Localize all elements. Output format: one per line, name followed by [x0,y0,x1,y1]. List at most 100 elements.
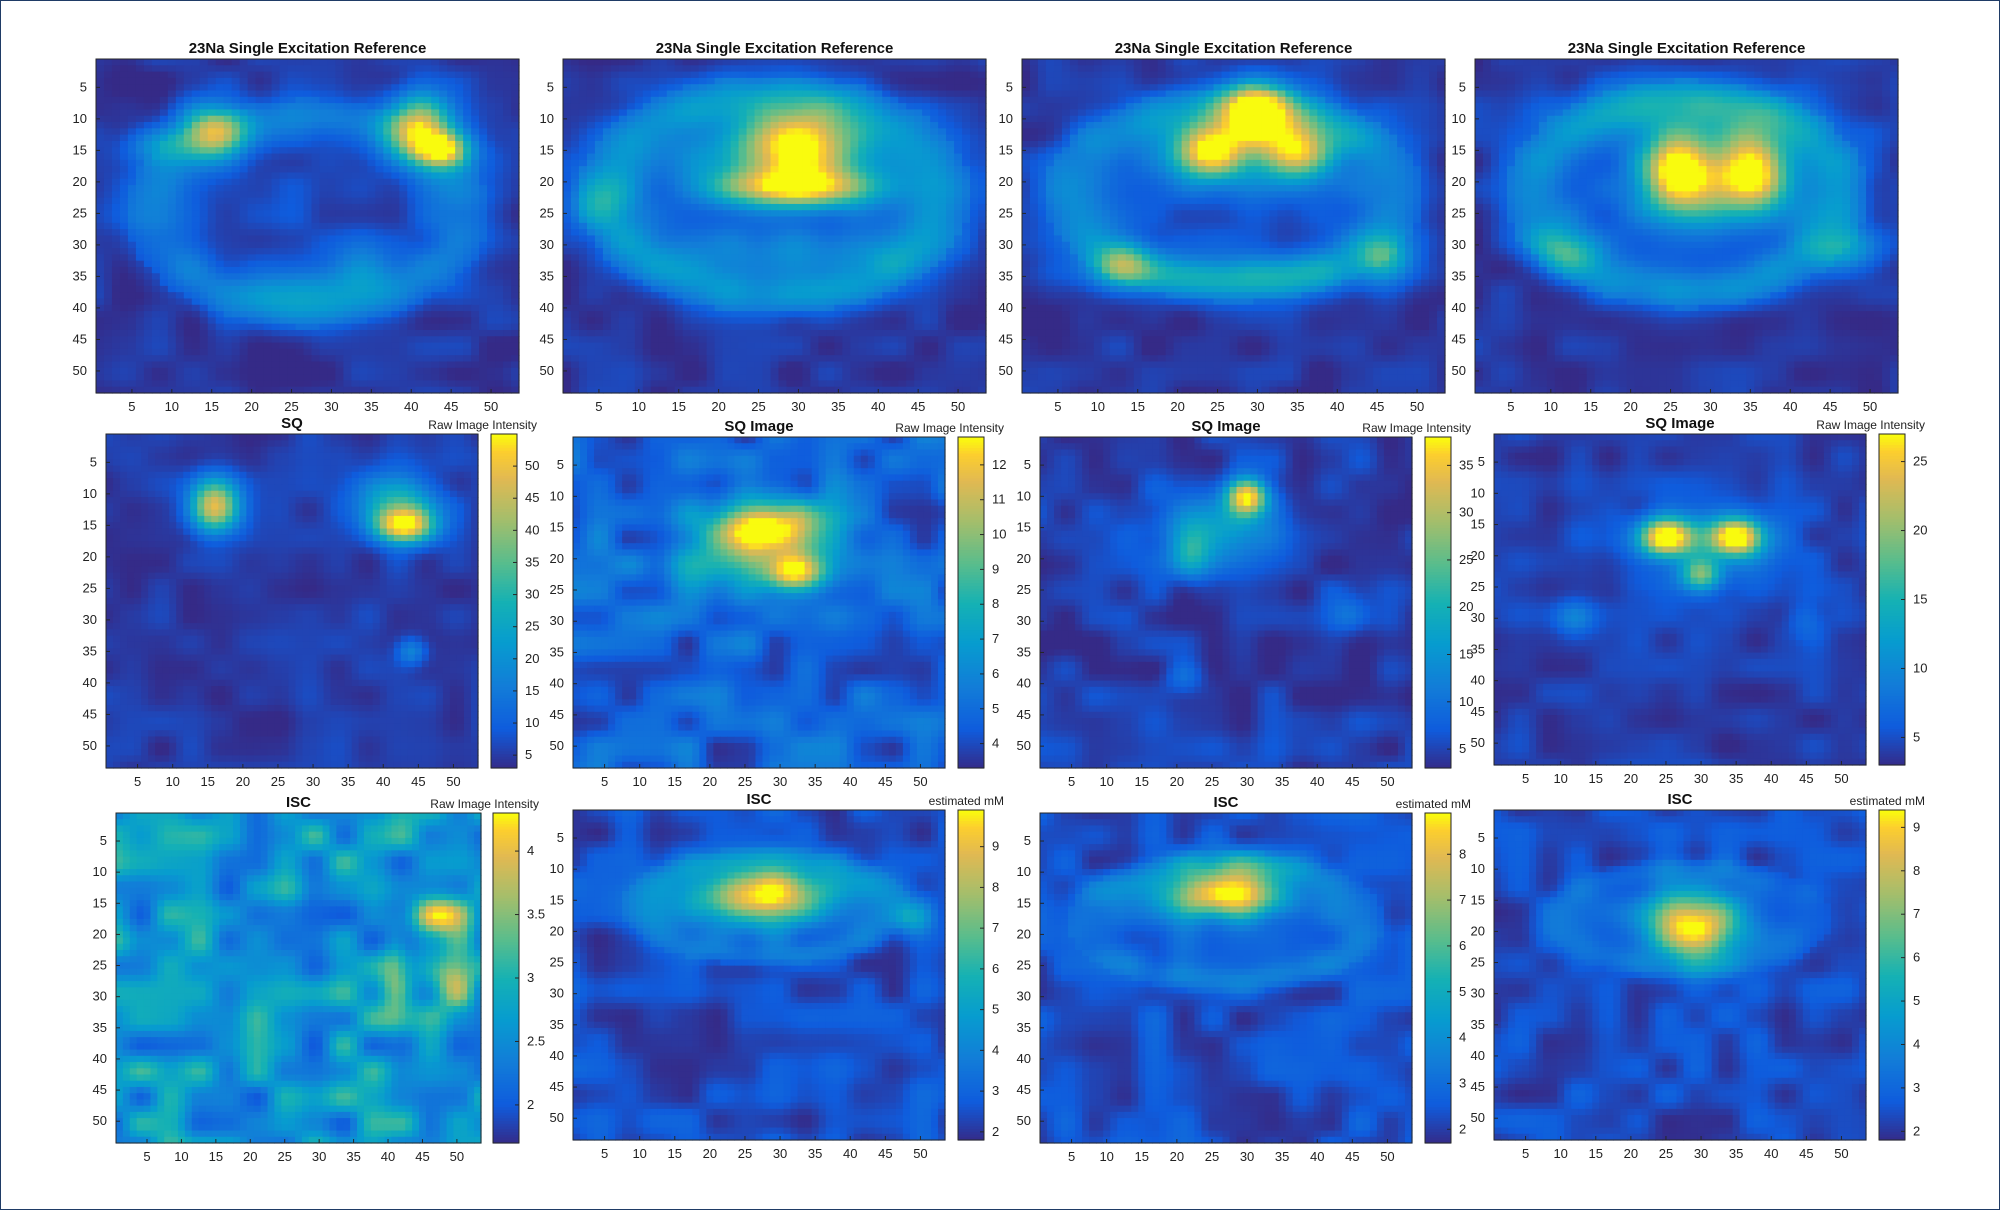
heatmap-cell [319,273,328,280]
heatmap-cell [906,185,915,192]
heatmap-cell [479,179,488,186]
heatmap-cell [651,103,660,110]
heatmap-cell [208,374,217,381]
heatmap-cell [120,97,129,104]
heatmap-cell [723,135,732,142]
heatmap-cell [611,84,620,91]
heatmap-cell [272,84,281,91]
heatmap-cell [455,122,464,129]
heatmap-cell [487,65,496,72]
heatmap-cell [304,97,313,104]
heatmap-cell [667,65,676,72]
heatmap-cell [659,103,668,110]
heatmap-cell [906,128,915,135]
heatmap-cell [970,147,979,154]
heatmap-cell [635,198,644,205]
heatmap-cell [463,292,472,299]
heatmap-cell [834,122,843,129]
heatmap-cell [168,380,177,387]
heatmap-cell [595,141,604,148]
heatmap-cell [343,336,352,343]
heatmap-cell [962,122,971,129]
heatmap-cell [455,223,464,230]
heatmap-cell [152,172,161,179]
heatmap-cell [176,361,185,368]
heatmap-cell [635,78,644,85]
heatmap-cell [343,298,352,305]
heatmap-cell [778,84,787,91]
heatmap-cell [280,242,289,249]
heatmap-cell [280,235,289,242]
heatmap-cell [335,374,344,381]
heatmap-cell [938,166,947,173]
heatmap-cell [343,135,352,142]
heatmap-cell [343,273,352,280]
heatmap-cell [343,103,352,110]
heatmap-cell [503,343,512,350]
heatmap-cell [914,154,923,161]
heatmap-cell [208,179,217,186]
heatmap-cell [296,204,305,211]
heatmap-cell [627,160,636,167]
heatmap-cell [248,223,257,230]
heatmap-cell [471,280,480,287]
heatmap-cell [691,191,700,198]
heatmap-cell [802,78,811,85]
heatmap-cell [511,254,520,261]
heatmap-cell [407,160,416,167]
heatmap-cell [112,374,121,381]
heatmap-cell [224,91,233,98]
heatmap-cell [495,261,504,268]
heatmap-cell [970,91,979,98]
heatmap-cell [890,84,899,91]
heatmap-cell [240,84,249,91]
heatmap-cell [168,217,177,224]
heatmap-cell [858,191,867,198]
heatmap-cell [200,286,209,293]
heatmap-cell [280,103,289,110]
heatmap-cell [587,109,596,116]
heatmap-cell [834,78,843,85]
heatmap-cell [635,166,644,173]
heatmap-cell [208,311,217,318]
heatmap-cell [256,305,265,312]
heatmap-cell [691,78,700,85]
heatmap-cell [571,84,580,91]
heatmap-cell [248,128,257,135]
heatmap-cell [691,116,700,123]
heatmap-cell [176,235,185,242]
heatmap-cell [611,109,620,116]
heatmap-cell [311,349,320,356]
heatmap-cell [224,311,233,318]
heatmap-cell [240,261,249,268]
heatmap-cell [144,160,153,167]
heatmap-cell [699,154,708,161]
heatmap-cell [511,78,520,85]
heatmap-cell [463,273,472,280]
heatmap-cell [587,160,596,167]
heatmap-cell [216,122,225,129]
heatmap-cell [587,78,596,85]
heatmap-cell [707,122,716,129]
heatmap-cell [874,198,883,205]
heatmap-cell [699,122,708,129]
heatmap-cell [311,374,320,381]
heatmap-cell [216,267,225,274]
heatmap-cell [826,147,835,154]
heatmap-cell [216,198,225,205]
heatmap-cell [152,122,161,129]
heatmap-cell [399,59,408,66]
heatmap-cell [850,103,859,110]
heatmap-cell [439,317,448,324]
heatmap-cell [104,78,113,85]
heatmap-cell [120,267,129,274]
heatmap-cell [192,141,201,148]
heatmap-cell [906,166,915,173]
heatmap-cell [152,78,161,85]
heatmap-cell [471,128,480,135]
heatmap-cell [120,298,129,305]
heatmap-cell [407,317,416,324]
heatmap-cell [898,185,907,192]
heatmap-cell [288,374,297,381]
heatmap-cell [579,78,588,85]
